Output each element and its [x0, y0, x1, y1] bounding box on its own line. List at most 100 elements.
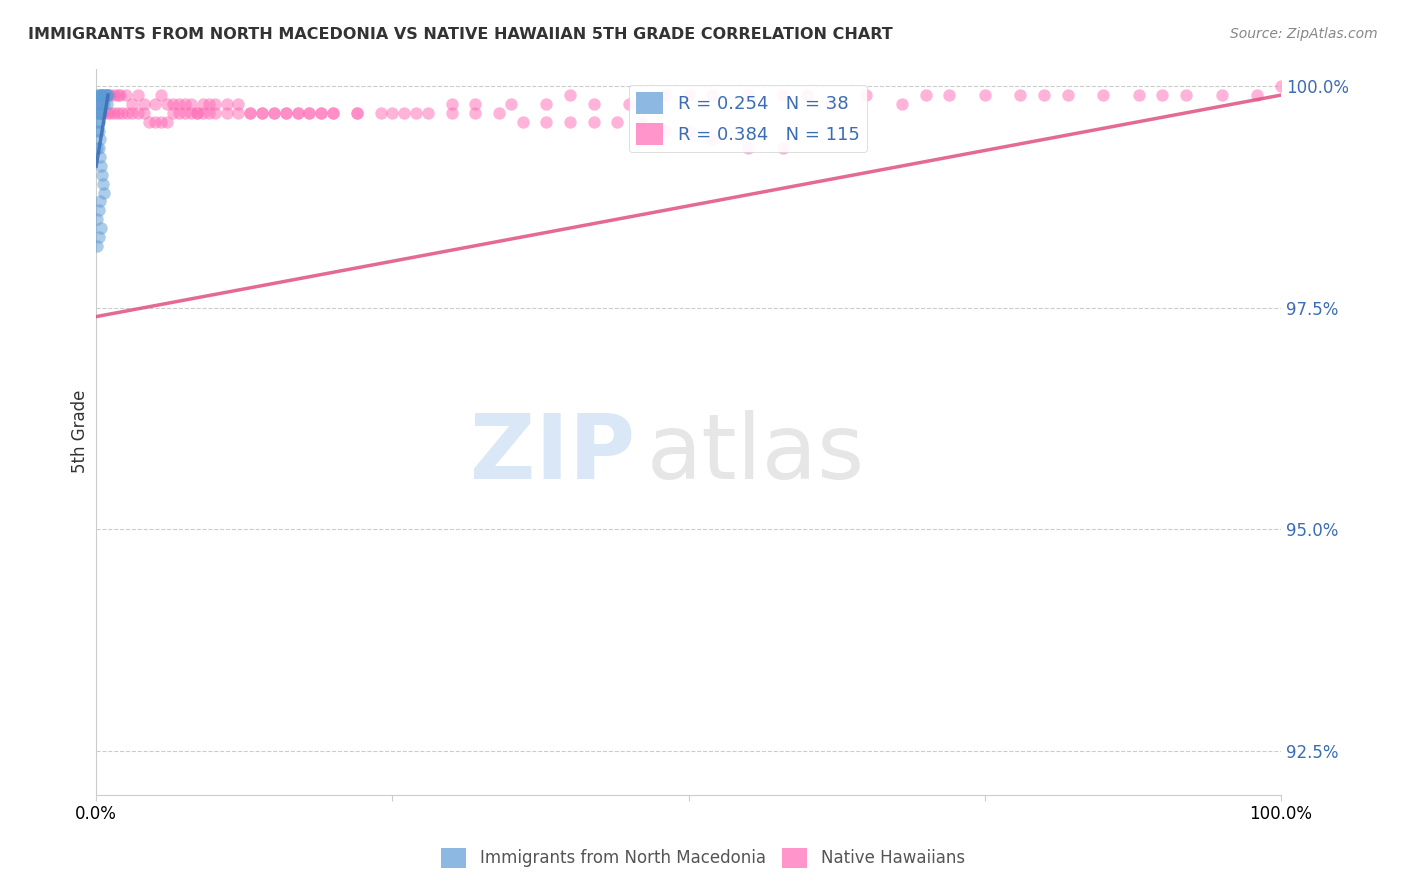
- Point: [311, 105, 333, 120]
- Point: [111, 105, 134, 120]
- Point: [132, 97, 155, 112]
- Point: [536, 114, 558, 128]
- Point: [274, 105, 297, 120]
- Point: [346, 105, 368, 120]
- Point: [287, 105, 309, 120]
- Point: [1175, 88, 1198, 103]
- Point: [86, 97, 108, 112]
- Point: [228, 105, 250, 120]
- Point: [215, 105, 238, 120]
- Point: [1270, 79, 1292, 94]
- Legend: R = 0.254   N = 38, R = 0.384   N = 115: R = 0.254 N = 38, R = 0.384 N = 115: [628, 85, 866, 153]
- Point: [890, 97, 912, 112]
- Point: [86, 88, 108, 103]
- Point: [93, 186, 115, 200]
- Point: [702, 132, 724, 146]
- Point: [107, 105, 129, 120]
- Point: [89, 105, 111, 120]
- Text: ZIP: ZIP: [470, 409, 636, 498]
- Point: [114, 88, 136, 103]
- Point: [558, 88, 581, 103]
- Point: [87, 105, 110, 120]
- Point: [91, 97, 114, 112]
- Point: [86, 114, 108, 128]
- Point: [87, 203, 110, 218]
- Point: [737, 141, 759, 155]
- Point: [1092, 88, 1115, 103]
- Point: [215, 97, 238, 112]
- Point: [440, 97, 463, 112]
- Point: [91, 88, 114, 103]
- Point: [156, 114, 179, 128]
- Point: [91, 88, 114, 103]
- Point: [132, 105, 155, 120]
- Point: [619, 97, 641, 112]
- Point: [167, 97, 190, 112]
- Point: [914, 88, 936, 103]
- Point: [654, 123, 676, 137]
- Point: [678, 88, 700, 103]
- Point: [820, 97, 842, 112]
- Point: [107, 88, 129, 103]
- Point: [654, 88, 676, 103]
- Point: [115, 105, 138, 120]
- Point: [93, 88, 115, 103]
- Point: [298, 105, 321, 120]
- Point: [91, 88, 114, 103]
- Point: [1033, 88, 1056, 103]
- Legend: Immigrants from North Macedonia, Native Hawaiians: Immigrants from North Macedonia, Native …: [434, 841, 972, 875]
- Point: [536, 97, 558, 112]
- Point: [87, 97, 110, 112]
- Point: [405, 105, 427, 120]
- Point: [186, 105, 208, 120]
- Point: [91, 168, 114, 182]
- Point: [204, 97, 226, 112]
- Point: [287, 105, 309, 120]
- Point: [174, 97, 197, 112]
- Point: [86, 238, 108, 252]
- Point: [100, 88, 122, 103]
- Point: [678, 123, 700, 137]
- Point: [702, 88, 724, 103]
- Point: [464, 105, 486, 120]
- Point: [90, 88, 112, 103]
- Point: [1128, 88, 1150, 103]
- Point: [322, 105, 344, 120]
- Point: [1152, 88, 1174, 103]
- Point: [93, 97, 115, 112]
- Point: [127, 88, 149, 103]
- Point: [263, 105, 285, 120]
- Point: [87, 114, 110, 128]
- Point: [204, 105, 226, 120]
- Point: [180, 97, 202, 112]
- Point: [89, 97, 111, 112]
- Point: [100, 105, 122, 120]
- Point: [91, 105, 114, 120]
- Point: [488, 105, 510, 120]
- Point: [121, 105, 143, 120]
- Point: [186, 105, 208, 120]
- Point: [90, 221, 112, 235]
- Point: [94, 88, 117, 103]
- Point: [558, 114, 581, 128]
- Point: [938, 88, 960, 103]
- Point: [103, 88, 125, 103]
- Point: [464, 97, 486, 112]
- Point: [127, 105, 149, 120]
- Point: [87, 123, 110, 137]
- Point: [796, 88, 818, 103]
- Point: [91, 177, 114, 191]
- Point: [250, 105, 273, 120]
- Point: [86, 212, 108, 227]
- Point: [145, 97, 167, 112]
- Point: [103, 105, 125, 120]
- Point: [311, 105, 333, 120]
- Point: [370, 105, 392, 120]
- Point: [381, 105, 404, 120]
- Point: [191, 105, 214, 120]
- Point: [228, 97, 250, 112]
- Point: [239, 105, 262, 120]
- Text: Source: ZipAtlas.com: Source: ZipAtlas.com: [1230, 27, 1378, 41]
- Point: [191, 97, 214, 112]
- Point: [250, 105, 273, 120]
